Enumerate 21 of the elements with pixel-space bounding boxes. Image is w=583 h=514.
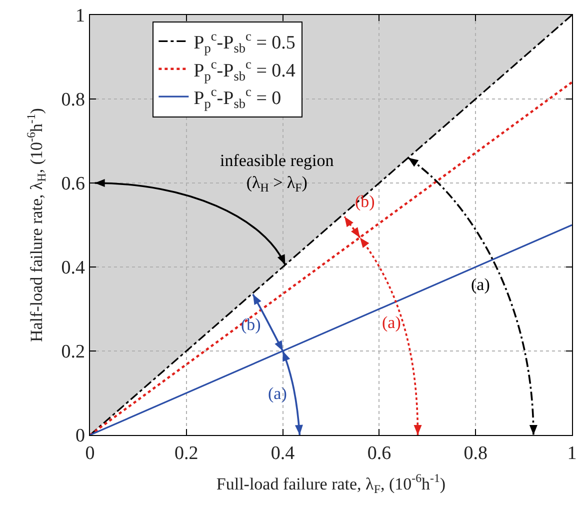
annotation: (b) xyxy=(355,192,375,211)
legend-label: P$_{p}$$^{c}$-P$_{sb}$$^{c}$ = 0 xyxy=(194,84,282,111)
annotation: (a) xyxy=(268,384,287,403)
legend-label: P$_{p}$$^{c}$-P$_{sb}$$^{c}$ = 0.5 xyxy=(194,28,296,56)
y-tick-label: 0.6 xyxy=(61,174,85,195)
x-tick-label: 0.4 xyxy=(270,443,296,464)
y-tick-label: 0.4 xyxy=(61,258,86,279)
x-tick-label: 0.6 xyxy=(367,443,392,464)
x-tick-label: 0.8 xyxy=(464,443,488,464)
x-tick-label: 0.2 xyxy=(174,443,198,464)
annotation: infeasible region (λ$_{H}$ > λ$_{F}$) xyxy=(220,151,334,195)
annotation: (b) xyxy=(241,315,261,334)
y-tick-label: 1 xyxy=(76,6,85,27)
legend-label: P$_{p}$$^{c}$-P$_{sb}$$^{c}$ = 0.4 xyxy=(194,56,296,84)
annotation: (a) xyxy=(382,313,401,332)
y-tick-label: 0.2 xyxy=(61,342,85,363)
y-tick-label: 0.8 xyxy=(61,90,85,111)
x-axis-title: Full-load failure rate, λ$_{F}$, (10$^{-6}$h$^{-1}$) xyxy=(216,471,446,496)
y-tick-label: 0 xyxy=(76,426,85,447)
x-tick-label: 1 xyxy=(567,443,577,464)
annotation: (a) xyxy=(471,275,490,294)
